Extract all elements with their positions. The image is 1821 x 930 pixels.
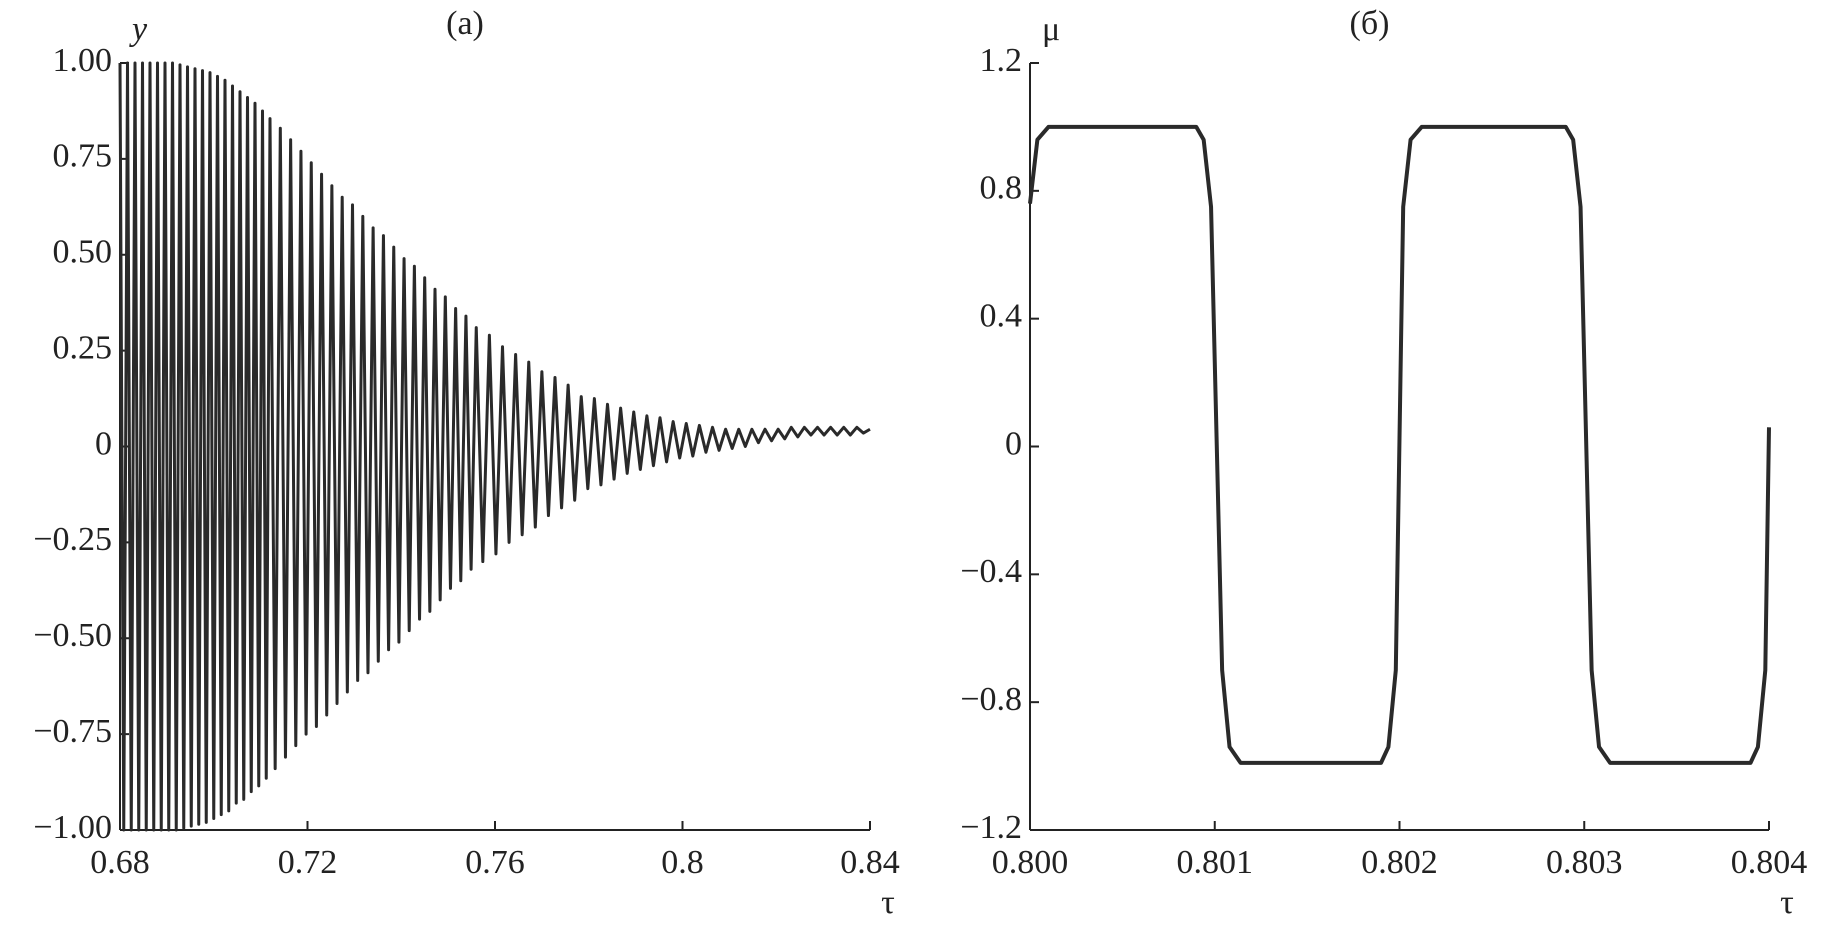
y-tick-label: −1.00 (33, 809, 112, 846)
x-tick-label: 0.804 (1731, 844, 1808, 881)
x-tick-label: 0.803 (1546, 844, 1623, 881)
y-tick-label: 0.75 (53, 138, 113, 175)
panel-title: (б) (1350, 5, 1390, 42)
x-tick-label: 0.8 (661, 844, 704, 881)
x-axis-label: τ (881, 884, 895, 921)
y-tick-label: −0.75 (33, 713, 112, 750)
y-tick-label: −0.50 (33, 617, 112, 654)
y-axis-label: μ (1042, 11, 1060, 48)
y-tick-label: 1.00 (53, 42, 113, 79)
y-tick-label: 0.25 (53, 329, 113, 366)
y-tick-label: 0.8 (980, 170, 1023, 207)
y-tick-label: 1.2 (980, 42, 1023, 79)
y-tick-label: 0 (95, 425, 112, 462)
data-line (1028, 124, 1771, 765)
y-tick-label: −0.25 (33, 521, 112, 558)
y-tick-label: 0.4 (980, 297, 1023, 334)
x-tick-label: 0.72 (278, 844, 338, 881)
x-tick-label: 0.68 (90, 844, 150, 881)
y-tick-label: 0 (1005, 425, 1022, 462)
y-tick-label: −0.8 (960, 681, 1022, 718)
y-axis-label: y (129, 11, 148, 48)
x-axis-label: τ (1780, 884, 1794, 921)
y-tick-label: 0.50 (53, 234, 113, 271)
x-tick-label: 0.76 (465, 844, 525, 881)
x-tick-label: 0.84 (840, 844, 900, 881)
panel-title: (a) (446, 5, 484, 42)
x-tick-label: 0.801 (1177, 844, 1254, 881)
x-tick-label: 0.802 (1361, 844, 1438, 881)
x-tick-label: 0.800 (992, 844, 1069, 881)
y-tick-label: −0.4 (960, 553, 1022, 590)
y-tick-label: −1.2 (960, 809, 1022, 846)
data-line (118, 61, 871, 832)
